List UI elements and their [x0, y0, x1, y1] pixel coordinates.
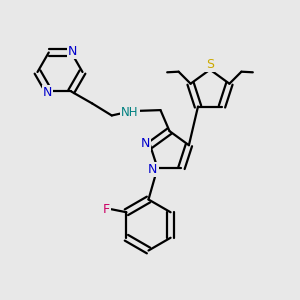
Text: N: N — [148, 163, 158, 176]
Text: S: S — [206, 58, 214, 71]
Text: N: N — [68, 45, 77, 58]
Text: F: F — [103, 203, 110, 216]
Text: N: N — [141, 137, 150, 150]
Text: NH: NH — [121, 106, 139, 119]
Text: N: N — [43, 86, 52, 99]
